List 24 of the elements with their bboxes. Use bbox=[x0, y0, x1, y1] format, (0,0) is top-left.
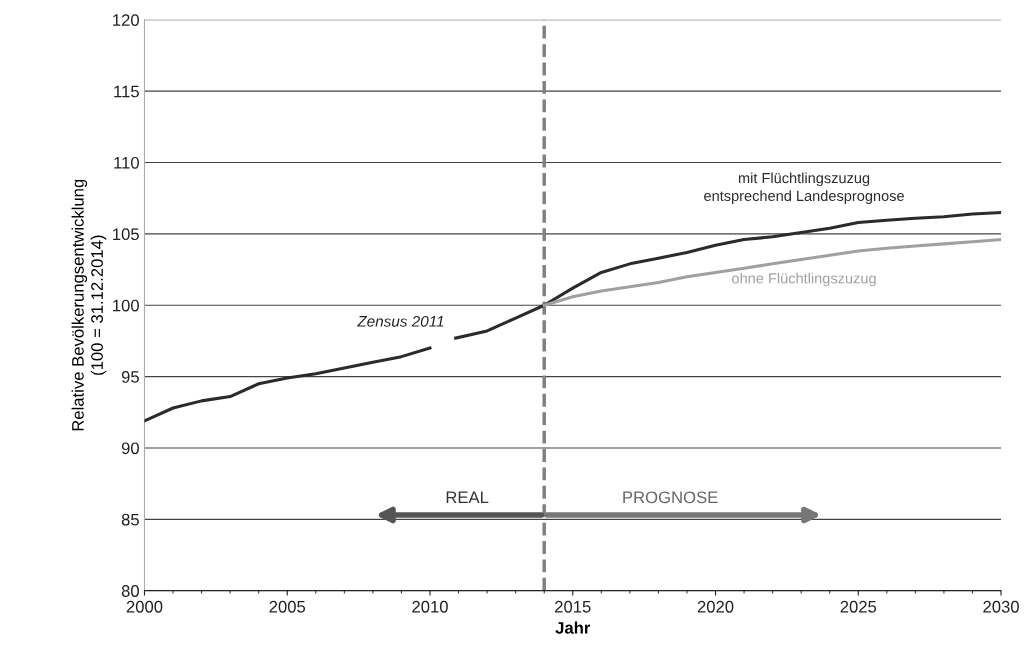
y-tick-label: 90 bbox=[121, 442, 139, 455]
y-tick-label: 85 bbox=[121, 513, 139, 526]
x-tick-label: 2025 bbox=[840, 600, 877, 613]
annotation: Zensus 2011 bbox=[357, 315, 444, 327]
y-tick-label: 100 bbox=[113, 299, 139, 312]
series-label: ohne Flüchtlingszuzug bbox=[732, 272, 876, 287]
series-label: mit Flüchtlingszuzug entsprechend Landesprognose bbox=[704, 172, 904, 204]
x-tick-label: 2030 bbox=[983, 600, 1019, 613]
y-tick-label: 105 bbox=[113, 228, 139, 241]
annotation: REAL bbox=[446, 491, 489, 504]
y-tick-label: 115 bbox=[114, 85, 139, 98]
x-tick-label: 2000 bbox=[126, 600, 163, 613]
y-tick-label: 95 bbox=[121, 371, 139, 383]
y-axis-title: Relative Bevölkerungsentwicklung (100 = 31.12.2014) bbox=[71, 179, 107, 431]
line-series bbox=[542, 238, 1002, 307]
x-tick-label: 2005 bbox=[269, 600, 306, 613]
y-tick-label: 120 bbox=[113, 14, 139, 26]
x-tick-label: 2010 bbox=[412, 600, 448, 613]
x-tick-label: 2015 bbox=[555, 600, 591, 613]
x-tick-label: 2020 bbox=[697, 600, 734, 613]
x-axis-title: Jahr bbox=[555, 621, 591, 634]
y-tick-label: 110 bbox=[114, 156, 139, 169]
y-tick-label: 80 bbox=[121, 585, 139, 597]
annotation: PROGNOSE bbox=[623, 491, 718, 504]
